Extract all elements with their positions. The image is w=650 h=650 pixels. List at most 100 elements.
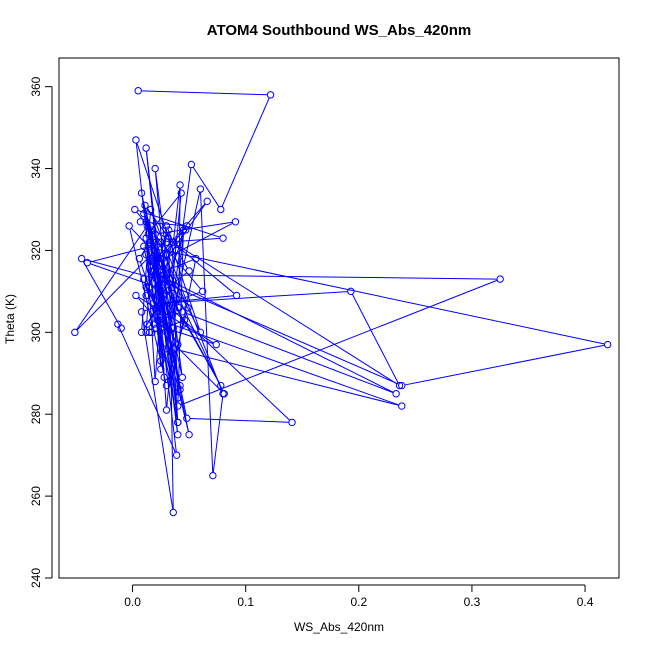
data-point xyxy=(153,275,162,283)
series-segment xyxy=(142,223,398,385)
data-point xyxy=(162,381,171,390)
data-point xyxy=(217,205,225,214)
data-point xyxy=(153,283,162,291)
data-point xyxy=(132,291,140,300)
data-point xyxy=(149,267,157,275)
series-segment xyxy=(156,331,171,379)
series-segment xyxy=(144,281,157,310)
data-point xyxy=(209,471,217,480)
series-segment xyxy=(141,90,268,96)
data-point xyxy=(145,328,154,337)
data-point xyxy=(146,222,155,230)
data-point xyxy=(169,238,177,246)
data-point xyxy=(142,328,150,337)
data-point xyxy=(157,238,165,246)
series-segment xyxy=(153,271,394,393)
y-tick-label: 260 xyxy=(29,486,43,506)
data-point xyxy=(196,328,205,337)
series-segment xyxy=(157,282,167,407)
series-segment xyxy=(404,344,605,386)
data-point xyxy=(169,508,177,517)
data-point xyxy=(149,254,157,263)
data-point xyxy=(174,418,182,427)
x-tick-label: 0.2 xyxy=(350,595,367,609)
data-point xyxy=(77,254,86,263)
data-point xyxy=(157,254,165,263)
data-point xyxy=(142,283,150,291)
data-point xyxy=(162,250,171,259)
data-point xyxy=(347,287,355,296)
data-point xyxy=(137,308,146,316)
data-point xyxy=(114,320,122,328)
series-segment xyxy=(154,229,167,379)
series-segment xyxy=(176,349,399,406)
data-point xyxy=(169,345,177,353)
data-point xyxy=(169,324,177,332)
series-segment xyxy=(156,291,348,304)
data-point xyxy=(153,308,162,316)
data-point xyxy=(136,218,145,226)
series-segment xyxy=(178,188,181,305)
series-segment xyxy=(84,258,155,279)
data-point xyxy=(143,320,151,328)
y-axis-label: Theta (K) xyxy=(3,294,17,344)
series-segment xyxy=(146,246,605,345)
data-point xyxy=(125,222,133,230)
data-point xyxy=(151,271,159,279)
series-segment xyxy=(169,274,498,280)
data-point xyxy=(160,324,168,332)
data-point xyxy=(176,385,184,394)
data-point xyxy=(134,87,142,95)
data-point xyxy=(143,222,151,230)
data-point xyxy=(165,316,173,324)
data-point xyxy=(155,316,164,324)
y-axis: 240 260 280 300 320 340 360 xyxy=(29,76,53,588)
data-point xyxy=(152,324,160,332)
series-segment xyxy=(158,221,233,235)
data-point xyxy=(142,144,150,152)
data-point xyxy=(183,414,191,423)
data-point xyxy=(496,275,504,283)
series-segment xyxy=(118,326,176,453)
data-point xyxy=(148,328,156,337)
data-point xyxy=(151,377,159,386)
series-segment xyxy=(152,222,233,266)
data-point xyxy=(157,365,165,373)
data-point xyxy=(149,299,157,308)
data-point xyxy=(398,402,406,410)
series-segment xyxy=(200,192,214,473)
data-point xyxy=(174,394,182,402)
data-point xyxy=(174,402,182,410)
data-point xyxy=(217,381,225,390)
x-tick-label: 0.1 xyxy=(237,595,254,609)
x-tick-label: 0.0 xyxy=(124,595,141,609)
data-point xyxy=(131,205,139,214)
series-segment xyxy=(167,228,173,240)
data-point xyxy=(140,209,148,218)
data-point xyxy=(142,250,150,259)
data-point xyxy=(144,230,153,238)
series-segment xyxy=(149,195,180,232)
series-segment xyxy=(190,417,289,423)
series-segment xyxy=(76,240,166,331)
data-point xyxy=(160,271,168,279)
data-point xyxy=(153,254,162,263)
plot-frame xyxy=(58,57,620,579)
data-point xyxy=(168,349,176,357)
data-point xyxy=(288,418,296,427)
series-segment xyxy=(192,166,220,208)
x-tick-label: 0.3 xyxy=(464,595,481,609)
y-tick-label: 340 xyxy=(29,158,43,178)
series-segment xyxy=(159,279,400,385)
data-point xyxy=(174,340,182,349)
x-tick-label: 0.4 xyxy=(577,595,594,609)
data-point xyxy=(159,291,167,300)
data-point xyxy=(145,283,154,291)
y-tick-label: 360 xyxy=(29,76,43,96)
data-point xyxy=(146,267,155,275)
data-point xyxy=(141,201,149,210)
series-segment xyxy=(141,314,174,510)
data-point xyxy=(151,254,159,263)
data-point xyxy=(185,267,193,275)
